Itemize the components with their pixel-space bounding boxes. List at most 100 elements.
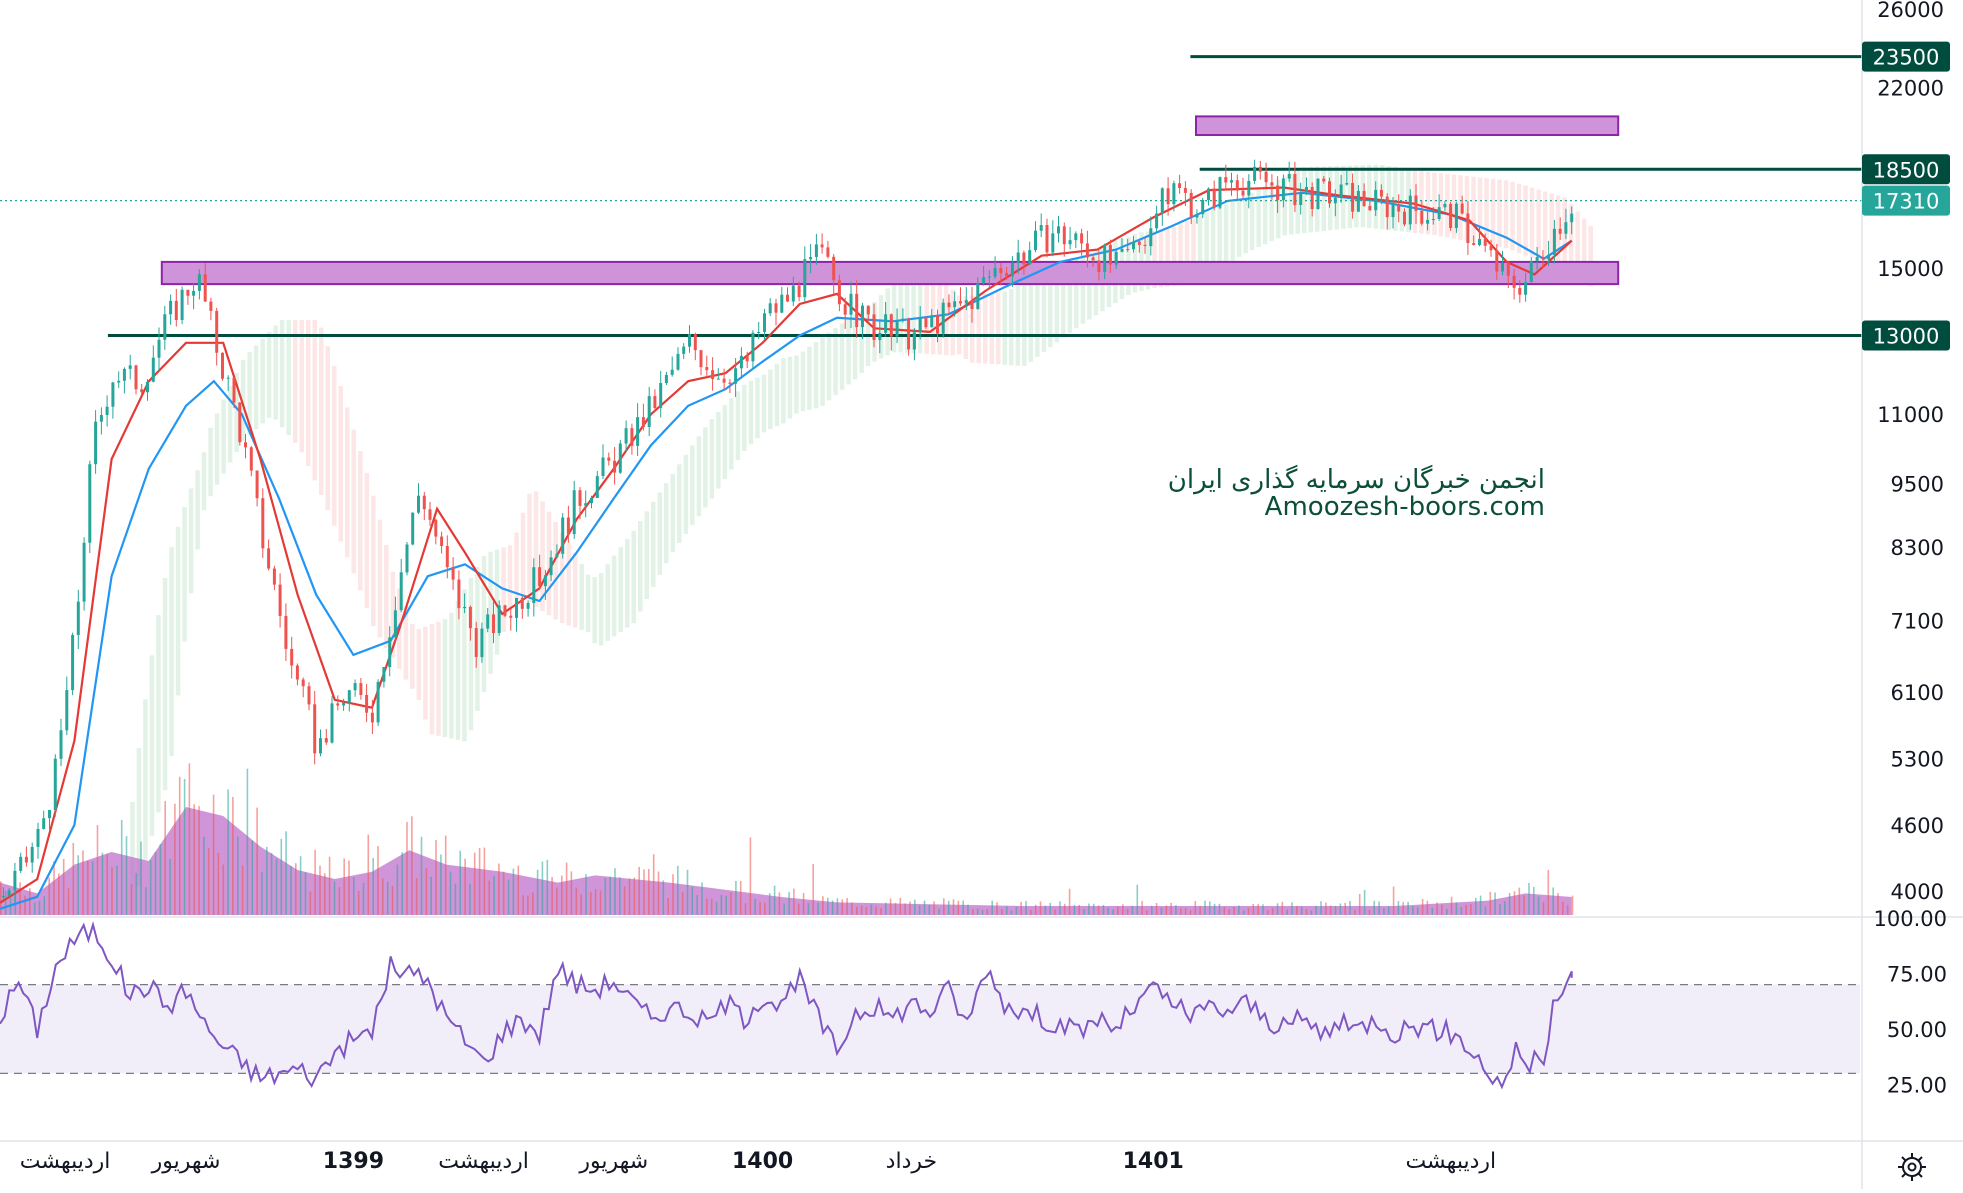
candle-body (169, 300, 173, 315)
volume-bar (1300, 906, 1303, 915)
volume-bar (1320, 901, 1322, 915)
volume-bar (135, 872, 137, 915)
candle-body (1339, 184, 1343, 198)
candle-body (1449, 203, 1453, 229)
time-label: 1401 (1123, 1149, 1184, 1174)
candle-body (1570, 213, 1574, 223)
candle-body (480, 628, 484, 658)
time-label: 1399 (323, 1149, 384, 1174)
rsi-tick-label: 100.00 (1874, 907, 1947, 931)
cloud-segment (820, 337, 825, 406)
volume-bar (401, 852, 403, 915)
volume-bar (149, 860, 152, 915)
volume-bar (1151, 905, 1153, 915)
watermark-line2: Amoozesh-boors.com (1265, 492, 1545, 522)
candle-body (572, 490, 576, 534)
cloud-segment (553, 522, 558, 620)
candle-body (65, 690, 69, 731)
candle-body (1454, 203, 1458, 229)
cloud-segment (761, 374, 767, 433)
cloud-segment (963, 296, 968, 359)
cloud-segment (436, 621, 441, 736)
cloud-segment (540, 501, 545, 611)
candle-body (1276, 185, 1280, 201)
volume-bar (797, 903, 800, 915)
volume-bar (256, 807, 258, 915)
volume-bar (285, 831, 287, 915)
volume-bar (585, 874, 587, 915)
cloud-segment (1197, 215, 1203, 280)
volume-bar (1329, 905, 1332, 915)
cloud-segment (625, 538, 630, 628)
cloud-segment (240, 360, 246, 442)
candle-body (301, 679, 305, 687)
volume-bar (72, 842, 75, 915)
volume-bar (1228, 909, 1230, 915)
settings-gear-icon[interactable] (1898, 1153, 1926, 1181)
ema-slow-line (0, 191, 1573, 910)
cloud-segment (149, 655, 155, 836)
candle-body (428, 509, 432, 520)
volume-bar (1339, 903, 1342, 915)
cloud-segment (683, 454, 689, 534)
volume-bar (686, 869, 689, 915)
volume-bar (53, 861, 55, 915)
candle-body (1068, 240, 1072, 245)
time-axis[interactable]: اردیبهشت شهریور 1399 اردیبهشت شهریور 1400 خردا… (20, 1149, 1496, 1174)
cloud-segment (644, 511, 649, 599)
cloud-segment (221, 399, 226, 474)
candle-body (520, 598, 524, 609)
volume-bar (512, 868, 515, 915)
candle-body (1564, 222, 1568, 234)
volume-bar (1537, 896, 1540, 915)
candle-body (1166, 188, 1170, 205)
cloud-segment (579, 563, 584, 630)
candle-body (763, 313, 766, 332)
volume-bar (411, 816, 413, 915)
candle-body (543, 575, 547, 587)
moving-averages (0, 186, 1573, 910)
cloud-segment (1510, 181, 1515, 251)
candle-body (1189, 192, 1193, 218)
candle-body (549, 557, 553, 576)
volume-bar (1557, 893, 1559, 915)
level-tag-18500[interactable] (1862, 154, 1950, 185)
candle-body (82, 542, 86, 602)
cloud-segment (1262, 186, 1268, 245)
cloud-segment (1438, 173, 1444, 237)
cloud-segment (592, 577, 597, 644)
last-price-tag[interactable] (1862, 185, 1950, 216)
level-tag-13000[interactable] (1862, 320, 1950, 351)
volume-bar (169, 858, 171, 915)
cloud-segment (1002, 291, 1007, 365)
volume-bar (386, 881, 389, 915)
volume-bar (164, 801, 166, 915)
time-label: خرداد (886, 1149, 937, 1174)
candle-body (492, 614, 495, 633)
candle-body (370, 712, 374, 723)
cloud-segment (1249, 192, 1255, 251)
candle-body (907, 318, 911, 350)
cloud-segment (1425, 171, 1431, 235)
volume-bar (1054, 909, 1056, 915)
cloud-segment (924, 272, 929, 354)
cloud-segment (833, 328, 838, 395)
volume-bar (928, 904, 931, 915)
price-tick-label: 8300 (1891, 536, 1944, 560)
candle-body (1495, 250, 1499, 272)
cloud-segment (1276, 179, 1281, 239)
cloud-segment (611, 555, 617, 637)
candle-body (993, 268, 997, 277)
volume-bar (406, 821, 408, 915)
zone-0 (1195, 115, 1620, 137)
volume-bar (251, 840, 254, 915)
candle-body (342, 702, 346, 706)
candle-body (918, 317, 922, 333)
cloud-segment (455, 600, 461, 740)
level-tag-23500[interactable] (1862, 41, 1950, 72)
volume-bar (1499, 904, 1501, 915)
candle-body (1022, 252, 1026, 265)
candle-body (1305, 187, 1308, 193)
cloud-segment (214, 413, 220, 485)
